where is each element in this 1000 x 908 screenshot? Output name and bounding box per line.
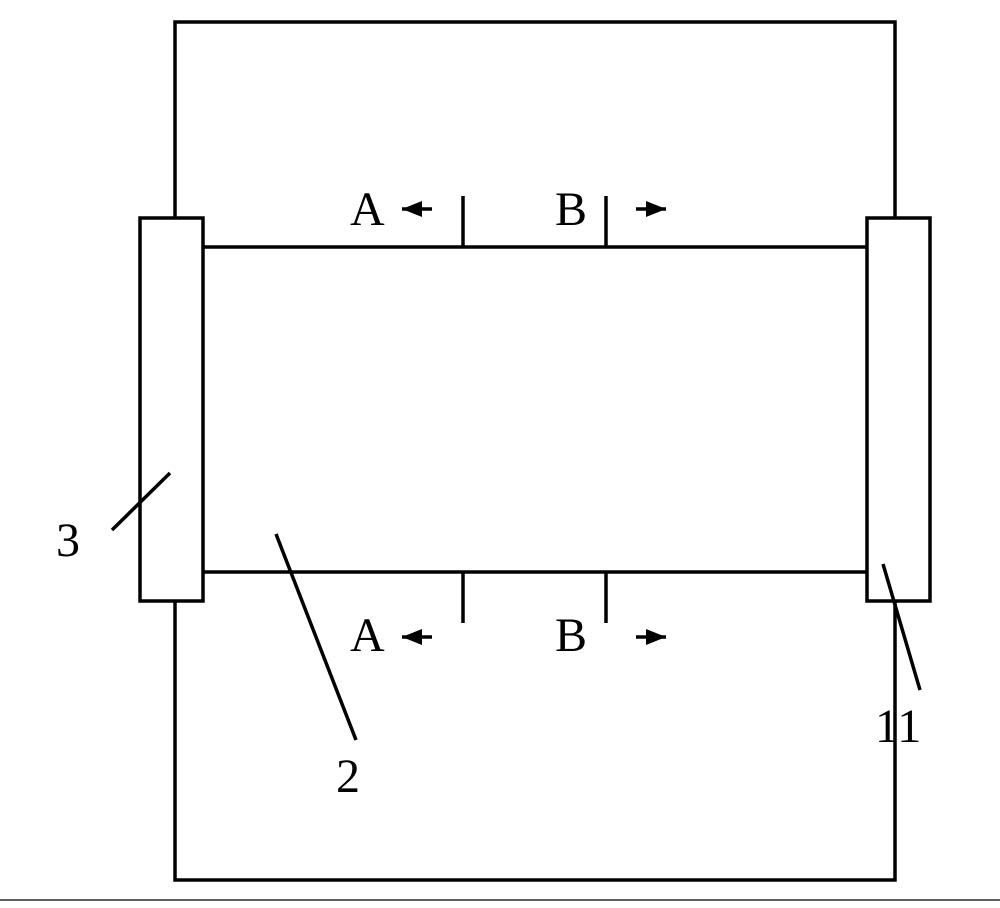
technical-diagram: A A B B 3 2 11	[0, 0, 1000, 908]
right-tab	[867, 218, 930, 601]
section-A-label-bottom: A	[350, 609, 385, 662]
callout-label-3: 3	[56, 514, 80, 567]
callout-label-2: 2	[336, 750, 360, 803]
left-tab	[140, 218, 203, 601]
callout-line-2	[276, 534, 356, 740]
outer-frame	[175, 22, 895, 880]
section-B-label-bottom: B	[555, 609, 587, 662]
section-B-label-top: B	[555, 183, 587, 236]
callout-label-11: 11	[875, 700, 921, 753]
section-A-label-top: A	[350, 183, 385, 236]
